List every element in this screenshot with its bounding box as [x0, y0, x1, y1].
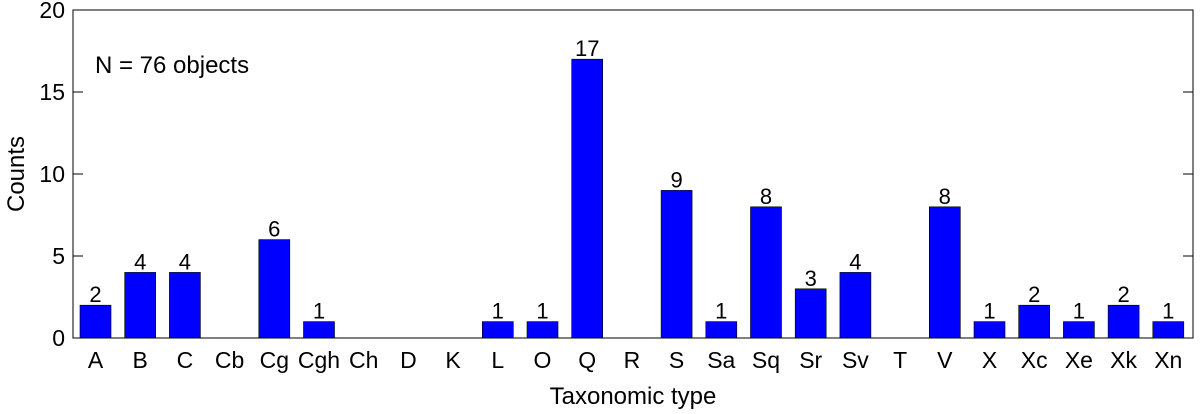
x-tick-label-R: R — [624, 347, 641, 373]
value-label-Sr: 3 — [805, 266, 817, 291]
value-label-Sq: 8 — [760, 184, 772, 209]
bar-Sa — [705, 321, 738, 339]
y-axis-label: Counts — [3, 136, 30, 212]
bar-B — [124, 272, 156, 339]
value-label-Cgh: 1 — [313, 299, 325, 324]
y-tick-label-20: 20 — [39, 0, 65, 23]
bar-Cgh — [303, 321, 335, 339]
x-tick-label-Cb: Cb — [215, 347, 244, 373]
x-axis-label: Taxonomic type — [550, 383, 717, 410]
bar-X — [973, 321, 1006, 339]
value-label-L: 1 — [492, 299, 504, 324]
bar-S — [660, 190, 693, 339]
x-tick-label-C: C — [177, 347, 194, 373]
x-tick-label-S: S — [669, 347, 684, 373]
value-label-X: 1 — [983, 299, 995, 324]
x-tick-label-Sq: Sq — [752, 347, 780, 373]
value-label-Xn: 1 — [1162, 299, 1174, 324]
bar-C — [169, 272, 201, 339]
value-label-Xe: 1 — [1073, 299, 1085, 324]
x-tick-label-Cg: Cg — [260, 347, 289, 373]
x-tick-label-Xc: Xc — [1021, 347, 1048, 373]
bar-Xk — [1107, 304, 1140, 339]
bar-Cg — [258, 239, 291, 339]
bar-L — [481, 321, 514, 339]
x-tick-label-V: V — [937, 347, 953, 373]
bar-Sv — [839, 272, 872, 339]
value-label-Xk: 2 — [1117, 282, 1129, 307]
x-tick-label-T: T — [893, 347, 907, 373]
bar-O — [526, 321, 559, 339]
bar-Xe — [1063, 321, 1095, 339]
value-label-C: 4 — [179, 249, 191, 274]
x-tick-label-Xk: Xk — [1110, 347, 1137, 373]
bar-Q — [571, 58, 604, 339]
x-tick-label-Xn: Xn — [1154, 347, 1182, 373]
value-label-S: 9 — [670, 167, 682, 192]
bar-A — [79, 304, 112, 339]
y-tick-label-0: 0 — [52, 325, 65, 351]
bar-Sr — [794, 288, 827, 339]
value-label-O: 1 — [536, 299, 548, 324]
value-label-Q: 17 — [575, 36, 599, 61]
x-tick-label-D: D — [400, 347, 417, 373]
x-tick-label-Sv: Sv — [842, 347, 869, 373]
bars-group — [79, 58, 1185, 339]
value-label-Xc: 2 — [1028, 282, 1040, 307]
bar-V — [928, 206, 961, 339]
x-tick-label-B: B — [133, 347, 148, 373]
x-tick-label-Cgh: Cgh — [298, 347, 340, 373]
bar-Xc — [1018, 304, 1051, 339]
x-tick-label-K: K — [445, 347, 461, 373]
x-tick-label-Sr: Sr — [799, 347, 822, 373]
x-ticks-group: A B C Cb Cg Cgh Ch D K L O Q R S Sa Sq Sr Sv T V X Xc Xe Xk Xn — [88, 347, 1183, 373]
annotation-text: N = 76 objects — [95, 52, 249, 79]
value-label-B: 4 — [134, 249, 146, 274]
y-tick-label-10: 10 — [39, 161, 65, 187]
bar-Xn — [1152, 321, 1185, 339]
value-label-Cg: 6 — [268, 217, 280, 242]
y-ticks-group: 0 5 10 15 20 — [39, 0, 1193, 351]
x-tick-label-Sa: Sa — [707, 347, 735, 373]
value-label-V: 8 — [939, 184, 951, 209]
bar-Sq — [750, 206, 782, 339]
y-tick-label-5: 5 — [52, 243, 65, 269]
value-label-A: 2 — [89, 282, 101, 307]
x-tick-label-Q: Q — [578, 347, 596, 373]
x-tick-label-X: X — [982, 347, 997, 373]
x-tick-label-A: A — [88, 347, 104, 373]
value-label-Sa: 1 — [715, 299, 727, 324]
value-label-Sv: 4 — [849, 249, 861, 274]
y-tick-label-15: 15 — [39, 79, 65, 105]
x-tick-label-Xe: Xe — [1065, 347, 1093, 373]
x-tick-label-Ch: Ch — [349, 347, 378, 373]
x-tick-label-L: L — [491, 347, 504, 373]
x-tick-label-O: O — [534, 347, 552, 373]
